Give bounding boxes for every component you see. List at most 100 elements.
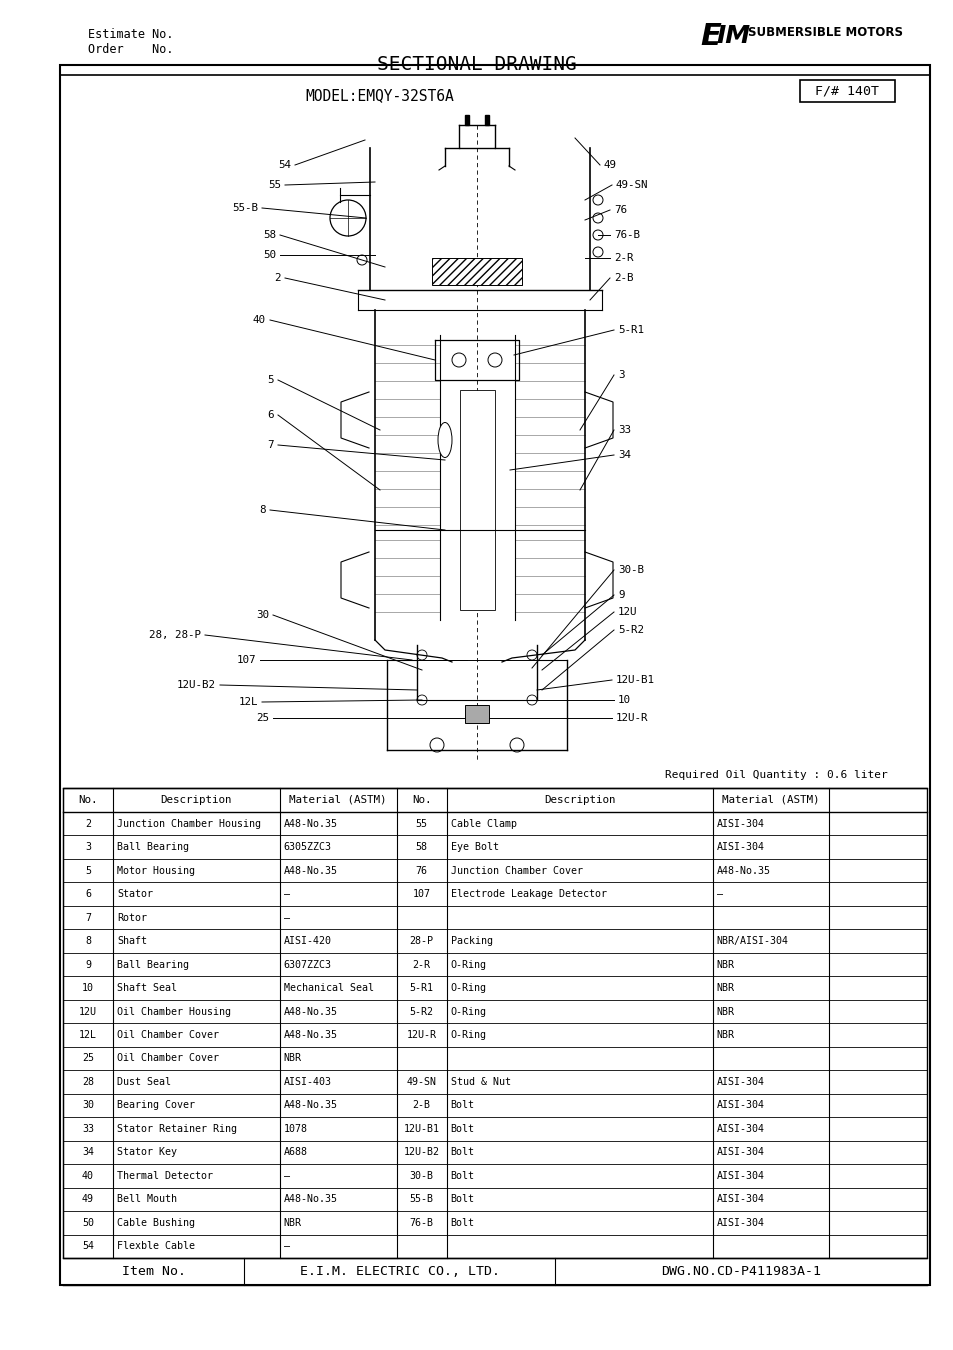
- Text: 6: 6: [267, 410, 274, 420]
- Text: —: —: [284, 1170, 290, 1181]
- Bar: [484, 115, 489, 126]
- Text: 50: 50: [82, 1218, 94, 1227]
- Text: 55: 55: [416, 818, 427, 829]
- Text: —: —: [284, 913, 290, 922]
- Text: 5-R1: 5-R1: [409, 983, 433, 994]
- Text: 55: 55: [268, 180, 281, 190]
- Text: NBR: NBR: [284, 1218, 301, 1227]
- Text: Junction Chamber Cover: Junction Chamber Cover: [450, 865, 582, 876]
- Text: 30: 30: [82, 1100, 94, 1111]
- Text: 5-R1: 5-R1: [618, 325, 643, 335]
- Text: 7: 7: [85, 913, 91, 922]
- Text: 2: 2: [85, 818, 91, 829]
- Ellipse shape: [437, 423, 452, 458]
- Text: 49: 49: [82, 1195, 94, 1204]
- Text: 76-B: 76-B: [409, 1218, 433, 1227]
- Text: 12U-B1: 12U-B1: [403, 1125, 439, 1134]
- Text: 40: 40: [253, 315, 266, 325]
- Text: —: —: [284, 1241, 290, 1251]
- Text: E.I.M. ELECTRIC CO., LTD.: E.I.M. ELECTRIC CO., LTD.: [299, 1265, 499, 1278]
- Text: Required Oil Quantity : 0.6 liter: Required Oil Quantity : 0.6 liter: [664, 769, 887, 780]
- Bar: [63, 788, 926, 1258]
- Text: Rotor: Rotor: [117, 913, 147, 922]
- Text: Description: Description: [160, 795, 232, 805]
- Text: A48-No.35: A48-No.35: [284, 865, 337, 876]
- Text: 6305ZZC3: 6305ZZC3: [284, 842, 332, 852]
- Text: 12U-R: 12U-R: [616, 713, 648, 724]
- Text: Eye Bolt: Eye Bolt: [450, 842, 498, 852]
- Text: O-Ring: O-Ring: [450, 960, 486, 969]
- Text: NBR: NBR: [716, 960, 734, 969]
- Text: SECTIONAL DRAWING: SECTIONAL DRAWING: [376, 55, 577, 74]
- Text: AISI-420: AISI-420: [284, 936, 332, 946]
- Text: Description: Description: [543, 795, 615, 805]
- Text: 28: 28: [82, 1077, 94, 1087]
- Text: Mechanical Seal: Mechanical Seal: [284, 983, 374, 994]
- Text: 2-R: 2-R: [614, 252, 633, 263]
- Text: NBR/AISI-304: NBR/AISI-304: [716, 936, 788, 946]
- Text: 49-SN: 49-SN: [616, 180, 648, 190]
- Text: 33: 33: [618, 425, 630, 435]
- Text: —: —: [716, 890, 722, 899]
- Text: —: —: [284, 890, 290, 899]
- Text: 58: 58: [416, 842, 427, 852]
- Text: AISI-304: AISI-304: [716, 1077, 764, 1087]
- Text: NBR: NBR: [284, 1053, 301, 1064]
- Text: 3: 3: [618, 370, 624, 379]
- Text: 50: 50: [263, 250, 275, 261]
- Text: Bolt: Bolt: [450, 1100, 475, 1111]
- Text: 12U: 12U: [618, 608, 637, 617]
- Text: 1078: 1078: [284, 1125, 308, 1134]
- Text: Bell Mouth: Bell Mouth: [117, 1195, 177, 1204]
- Text: 12U-B2: 12U-B2: [403, 1148, 439, 1157]
- Text: Motor Housing: Motor Housing: [117, 865, 195, 876]
- Text: 5: 5: [85, 865, 91, 876]
- Text: Stator Key: Stator Key: [117, 1148, 177, 1157]
- Text: 54: 54: [277, 161, 291, 170]
- Text: 9: 9: [618, 590, 624, 599]
- Text: O-Ring: O-Ring: [450, 1030, 486, 1040]
- Text: A48-No.35: A48-No.35: [284, 1030, 337, 1040]
- Text: Oil Chamber Housing: Oil Chamber Housing: [117, 1007, 231, 1017]
- Text: 28-P: 28-P: [409, 936, 433, 946]
- Text: 30-B: 30-B: [618, 566, 643, 575]
- Text: Oil Chamber Cover: Oil Chamber Cover: [117, 1030, 219, 1040]
- Text: A48-No.35: A48-No.35: [284, 1195, 337, 1204]
- Text: 6307ZZC3: 6307ZZC3: [284, 960, 332, 969]
- Text: Packing: Packing: [450, 936, 492, 946]
- Bar: [800, 80, 894, 103]
- Text: 2: 2: [274, 273, 281, 284]
- Text: 34: 34: [618, 450, 630, 460]
- Text: 34: 34: [82, 1148, 94, 1157]
- Text: AISI-304: AISI-304: [716, 1170, 764, 1181]
- Text: Estimate No.: Estimate No.: [88, 28, 173, 40]
- Text: Material (ASTM): Material (ASTM): [289, 795, 387, 805]
- Text: 49: 49: [603, 161, 617, 170]
- Text: Stud & Nut: Stud & Nut: [450, 1077, 510, 1087]
- Text: 25: 25: [82, 1053, 94, 1064]
- Text: 3: 3: [85, 842, 91, 852]
- Text: Bolt: Bolt: [450, 1148, 475, 1157]
- Text: 76: 76: [416, 865, 427, 876]
- Text: 49-SN: 49-SN: [406, 1077, 436, 1087]
- Text: 2-R: 2-R: [412, 960, 430, 969]
- Text: NBR: NBR: [716, 1030, 734, 1040]
- Bar: [464, 705, 489, 724]
- Text: Cable Bushing: Cable Bushing: [117, 1218, 195, 1227]
- Text: Shaft Seal: Shaft Seal: [117, 983, 177, 994]
- Text: Shaft: Shaft: [117, 936, 147, 946]
- Text: AISI-304: AISI-304: [716, 1148, 764, 1157]
- Text: Electrode Leakage Detector: Electrode Leakage Detector: [450, 890, 606, 899]
- Text: NBR: NBR: [716, 1007, 734, 1017]
- Text: 40: 40: [82, 1170, 94, 1181]
- Text: 12U-R: 12U-R: [406, 1030, 436, 1040]
- Text: No.: No.: [412, 795, 431, 805]
- Text: Thermal Detector: Thermal Detector: [117, 1170, 213, 1181]
- Text: 30: 30: [255, 610, 269, 620]
- Text: 6: 6: [85, 890, 91, 899]
- Text: Stator Retainer Ring: Stator Retainer Ring: [117, 1125, 237, 1134]
- Text: 76-B: 76-B: [614, 230, 639, 240]
- Text: 76: 76: [614, 205, 626, 215]
- Text: Stator: Stator: [117, 890, 152, 899]
- Text: A688: A688: [284, 1148, 308, 1157]
